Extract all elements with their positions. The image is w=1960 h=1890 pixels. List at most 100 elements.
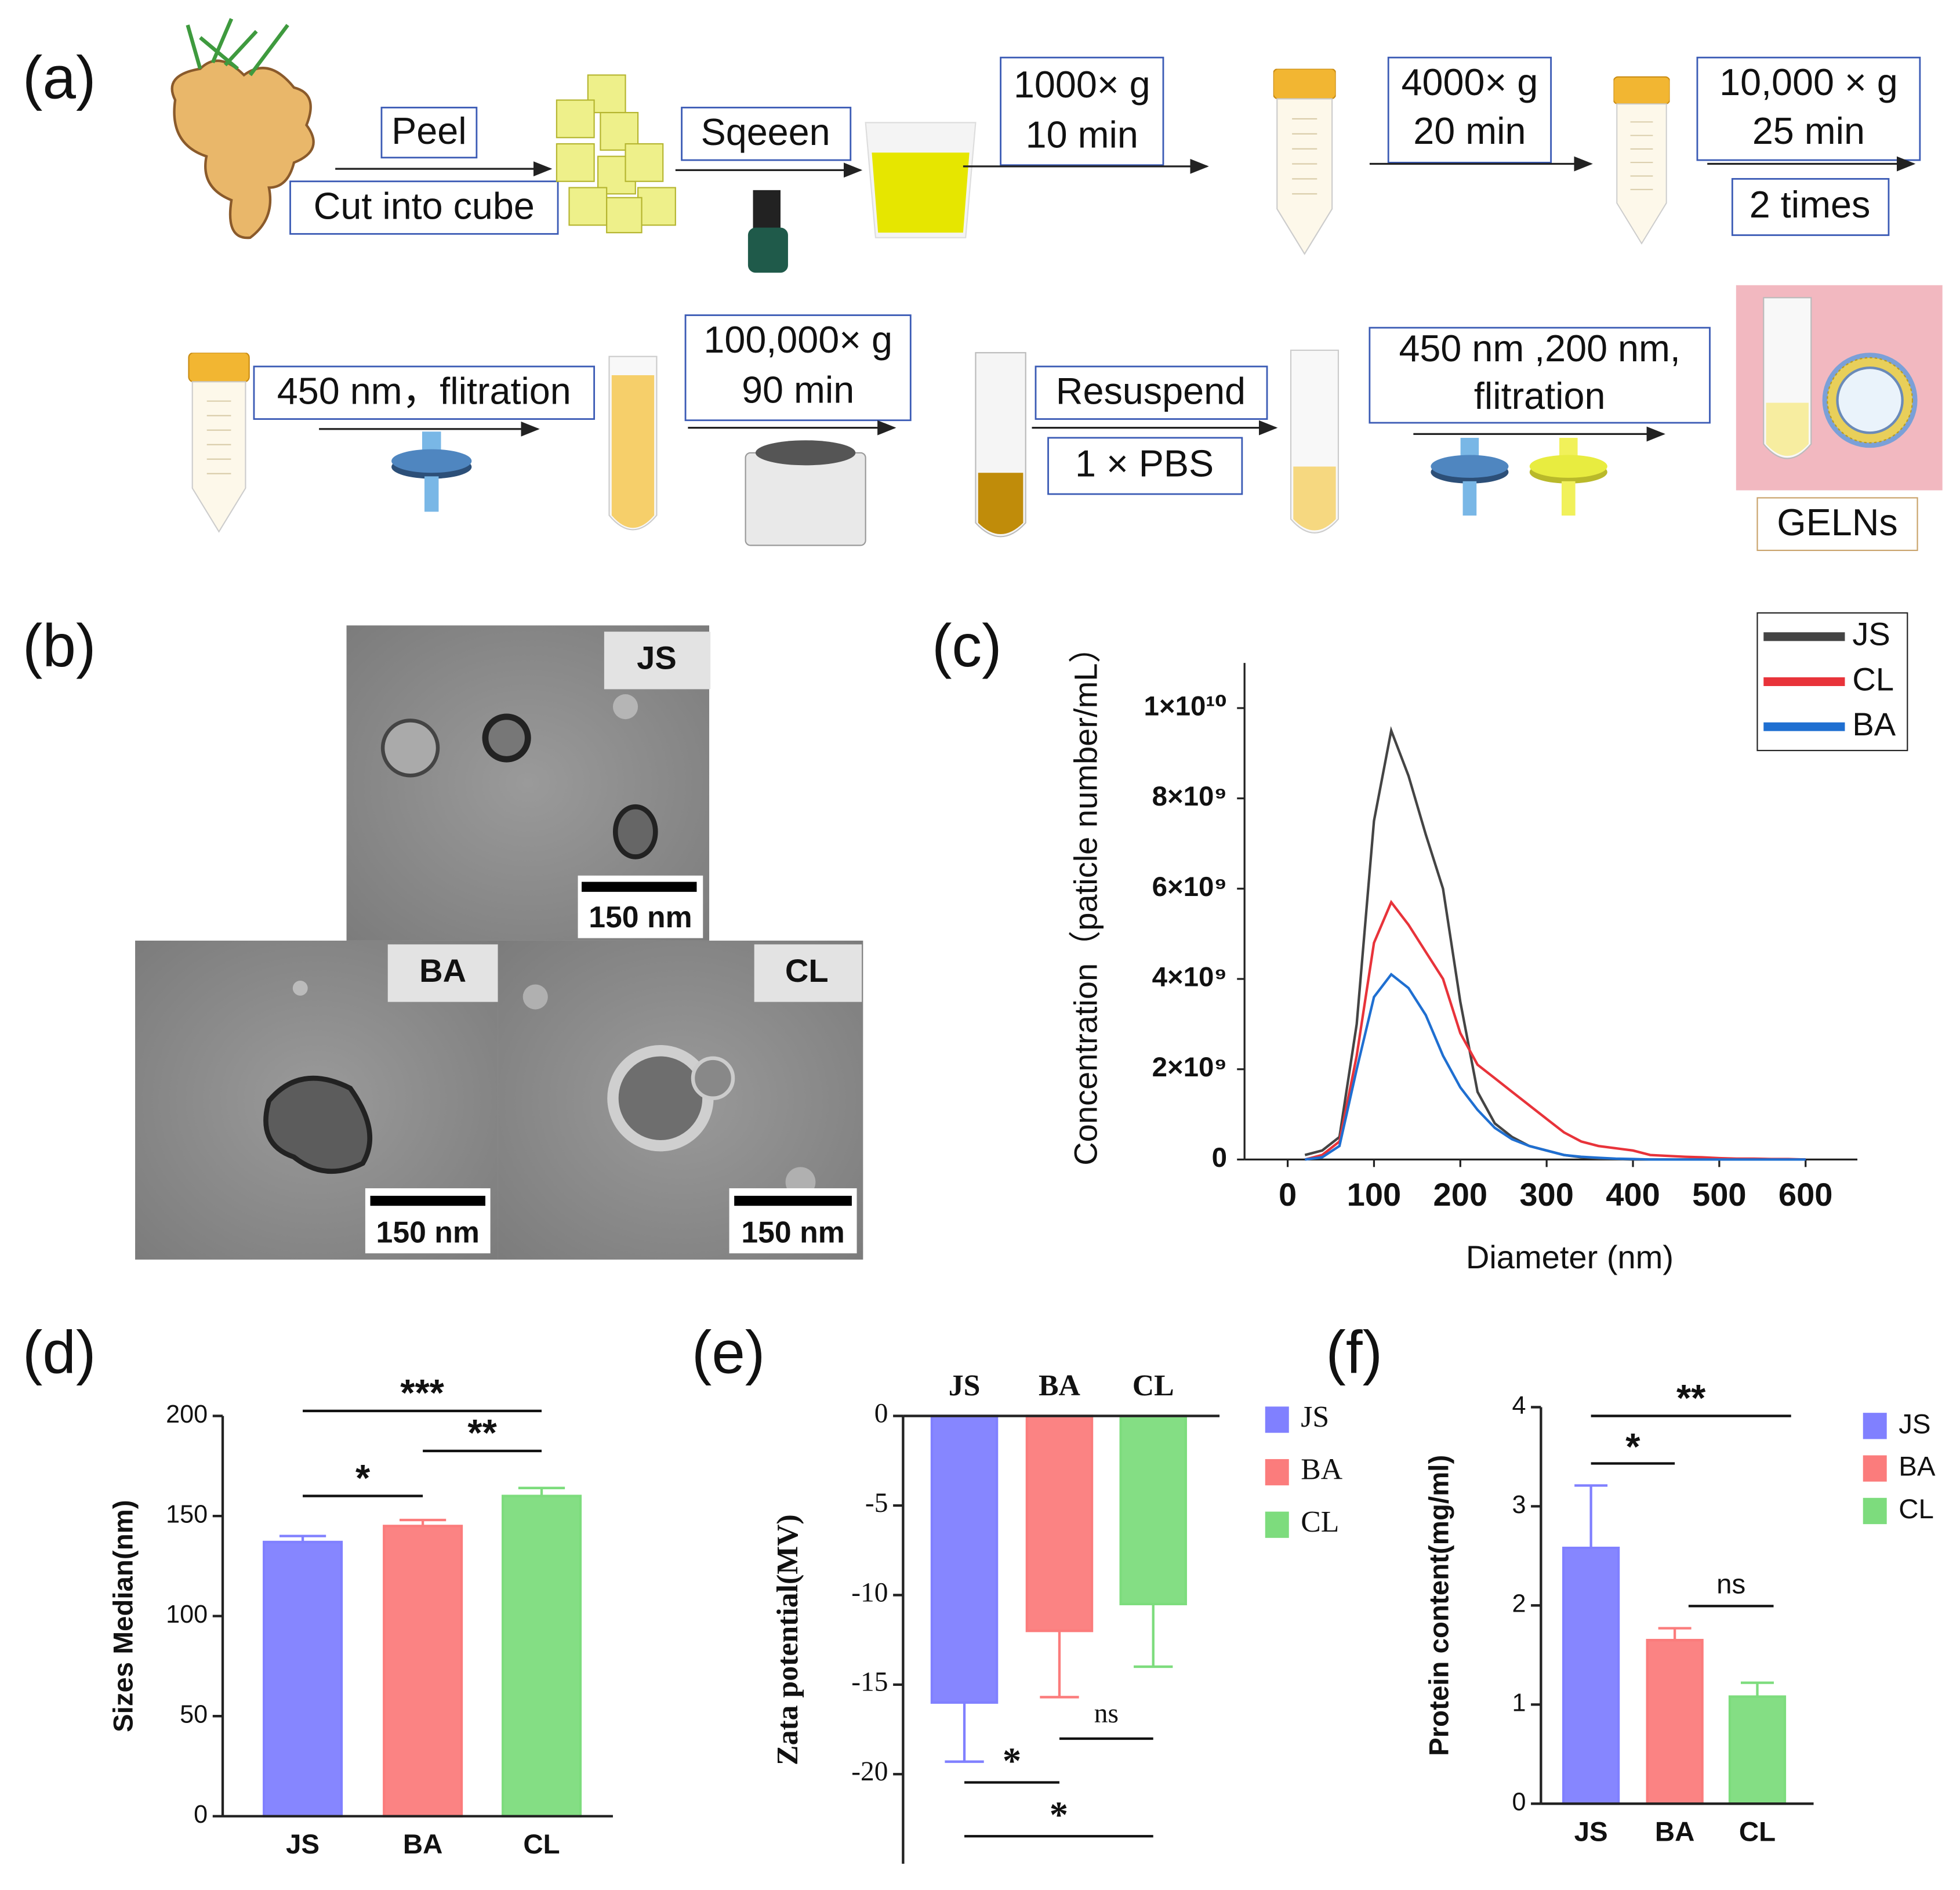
bar	[502, 1494, 582, 1818]
x-tick-label: 600	[1778, 1176, 1833, 1213]
x-tick-label: CL	[523, 1829, 560, 1860]
x-tick-label: CL	[1133, 1369, 1174, 1402]
panel-label: (f)	[1326, 1319, 1382, 1386]
legend-swatch	[1265, 1406, 1289, 1433]
legend-label: CL	[1899, 1494, 1934, 1525]
step-text: Cut into cube	[314, 184, 535, 227]
y-tick-label: 0	[1512, 1789, 1526, 1816]
y-tick-label: 4×10⁹	[1152, 962, 1227, 993]
tube-icon	[975, 352, 1026, 538]
tube-icon	[1290, 349, 1340, 534]
significance-label: *	[1050, 1794, 1068, 1835]
tube-icon	[188, 353, 250, 532]
panel-label: (a)	[23, 44, 96, 111]
tube-icon	[608, 355, 658, 531]
scale-bar-label: 150 nm	[376, 1215, 480, 1249]
y-tick-label: 0	[1212, 1142, 1227, 1173]
tem-image	[135, 940, 498, 1260]
step-text: 1000× g	[1014, 63, 1150, 106]
tem-label: JS	[637, 640, 677, 676]
y-tick-label: 8×10⁹	[1152, 781, 1227, 812]
step-box	[1731, 178, 1890, 236]
x-tick-label: JS	[286, 1829, 320, 1860]
tem-label: CL	[785, 952, 829, 989]
product-icon	[1763, 297, 1918, 459]
y-tick-label: 0	[194, 1801, 208, 1829]
legend-label: JS	[1899, 1409, 1930, 1439]
y-tick-label: 150	[166, 1500, 208, 1528]
x-tick-label: CL	[1739, 1816, 1776, 1847]
step-text: Resuspend	[1056, 370, 1246, 412]
bar	[1119, 1414, 1187, 1606]
series-line	[1305, 973, 1806, 1161]
significance-label: *	[355, 1457, 371, 1499]
y-tick-label: 4	[1512, 1392, 1526, 1420]
bar	[1025, 1414, 1094, 1633]
step-box	[1047, 437, 1243, 495]
x-tick-label: JS	[949, 1369, 981, 1402]
step-text: 4000× g	[1402, 61, 1538, 103]
tube-icon	[1613, 76, 1670, 244]
y-tick-label: -5	[865, 1488, 888, 1518]
series-line	[1304, 899, 1806, 1161]
tem-image	[346, 625, 711, 941]
step-box	[681, 107, 852, 161]
y-tick-label: 2×10⁹	[1152, 1052, 1227, 1083]
step-text: 1 × PBS	[1075, 442, 1214, 485]
bar	[930, 1414, 999, 1704]
step-box	[1000, 56, 1164, 166]
step-box	[1696, 56, 1921, 161]
y-axis-label: Protein content(mg/ml)	[1424, 1455, 1454, 1756]
y-tick-label: 1×10¹⁰	[1144, 691, 1227, 722]
bar	[263, 1540, 343, 1818]
x-tick-label: 0	[1279, 1176, 1297, 1213]
filter-icon	[1529, 437, 1607, 516]
y-tick-label: 200	[166, 1401, 208, 1428]
step-text: Sqeeen	[701, 111, 830, 153]
legend-swatch	[1863, 1413, 1887, 1439]
y-tick-label: 0	[874, 1398, 888, 1428]
step-text: 20 min	[1413, 110, 1526, 152]
step-text: 100,000× g	[703, 318, 892, 361]
significance-label: **	[1676, 1377, 1706, 1419]
significance-label: **	[467, 1412, 497, 1454]
legend-label: BA	[1852, 706, 1896, 742]
panel-label: (c)	[932, 612, 1002, 679]
step-box	[380, 107, 478, 159]
series-line	[1304, 725, 1806, 1161]
step-text: 450 nm，flitration	[277, 370, 571, 412]
step-text: 450 nm ,200 nm,	[1399, 327, 1680, 369]
legend-label: JS	[1852, 616, 1890, 652]
step-text: 2 times	[1750, 183, 1871, 226]
bar	[1562, 1547, 1620, 1805]
product-box	[1756, 497, 1918, 552]
scale-bar-label: 150 nm	[589, 900, 692, 934]
legend-swatch	[1265, 1511, 1289, 1538]
cup-icon	[865, 122, 977, 238]
legend-swatch	[1863, 1497, 1887, 1525]
legend-label: JS	[1301, 1401, 1329, 1434]
filter-icon	[391, 431, 472, 512]
bar	[1728, 1695, 1787, 1805]
y-tick-label: -20	[851, 1757, 888, 1787]
step-box	[253, 365, 596, 420]
legend-label: CL	[1852, 661, 1894, 697]
step-text: 25 min	[1752, 110, 1865, 152]
y-tick-label: 6×10⁹	[1152, 872, 1227, 902]
cubes-icon	[556, 74, 676, 234]
x-tick-label: BA	[1655, 1816, 1695, 1847]
step-text: 10 min	[1026, 113, 1138, 155]
tube-icon	[1273, 69, 1336, 254]
x-tick-label: 500	[1692, 1176, 1747, 1213]
x-tick-label: 400	[1606, 1176, 1660, 1213]
significance-label: *	[1003, 1740, 1021, 1782]
centrifuge-icon	[745, 440, 866, 546]
bar	[383, 1525, 463, 1818]
y-tick-label: 3	[1512, 1491, 1526, 1519]
x-axis-label: Diameter (nm)	[1466, 1239, 1674, 1275]
x-tick-label: BA	[403, 1829, 443, 1860]
legend-swatch	[1863, 1455, 1887, 1482]
step-box	[1035, 365, 1268, 420]
significance-label: ***	[400, 1372, 444, 1414]
legend-label: BA	[1899, 1452, 1936, 1482]
